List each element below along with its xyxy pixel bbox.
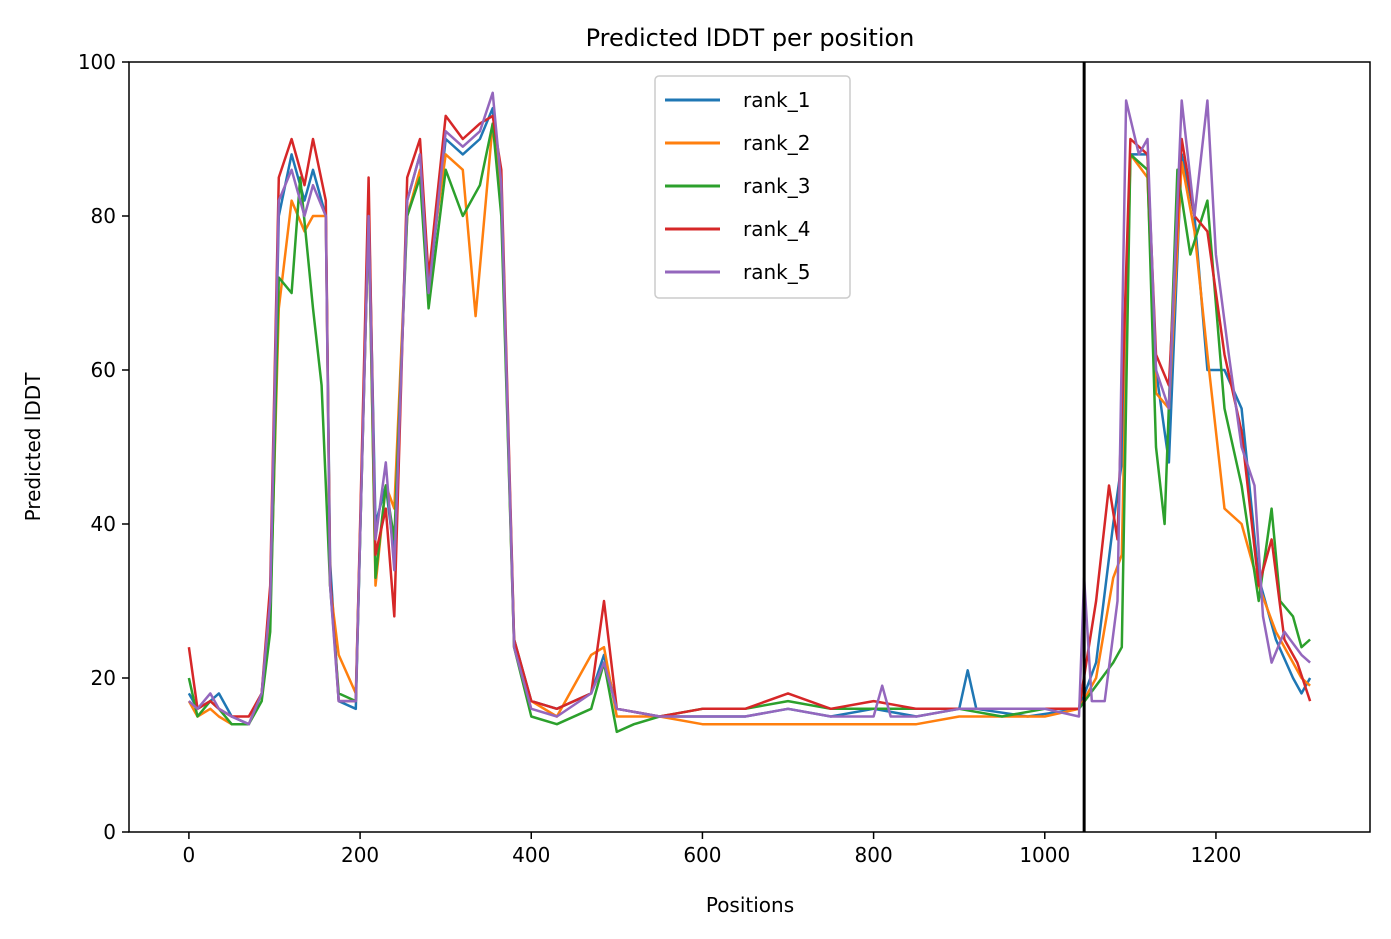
- x-tick-label: 800: [855, 843, 893, 867]
- legend-label-rank_5: rank_5: [743, 260, 810, 284]
- x-axis-ticks: 0 200 400 600 800 1000 1200: [183, 832, 1241, 867]
- x-tick-label: 600: [683, 843, 721, 867]
- x-axis-title: Positions: [706, 893, 794, 917]
- y-axis-ticks: 0 20 40 60 80 100: [78, 50, 129, 844]
- series-line-rank_5: [188, 91, 1311, 726]
- y-tick-label: 60: [91, 358, 116, 382]
- y-tick-label: 100: [78, 50, 116, 74]
- plot-frame: [128, 61, 1371, 833]
- x-tick-label: 1200: [1190, 843, 1241, 867]
- legend: rank_1 rank_2 rank_3 rank_4 rank_5: [654, 75, 851, 299]
- x-tick-label: 0: [183, 843, 196, 867]
- legend-label-rank_2: rank_2: [743, 131, 810, 155]
- series-layer: [187, 91, 1312, 734]
- legend-label-rank_4: rank_4: [743, 217, 810, 241]
- y-axis-title: Predicted lDDT: [21, 372, 45, 522]
- y-tick-label: 40: [91, 512, 116, 536]
- y-tick-label: 0: [103, 820, 116, 844]
- x-tick-label: 1000: [1019, 843, 1070, 867]
- y-tick-label: 80: [91, 204, 116, 228]
- legend-box: [654, 75, 851, 299]
- y-tick-label: 20: [91, 666, 116, 690]
- x-tick-label: 200: [341, 843, 379, 867]
- legend-label-rank_3: rank_3: [743, 174, 810, 198]
- x-tick-label: 400: [512, 843, 550, 867]
- chart-title: Predicted lDDT per position: [586, 24, 915, 52]
- series-line-rank_4: [187, 114, 1312, 718]
- legend-label-rank_1: rank_1: [743, 88, 810, 112]
